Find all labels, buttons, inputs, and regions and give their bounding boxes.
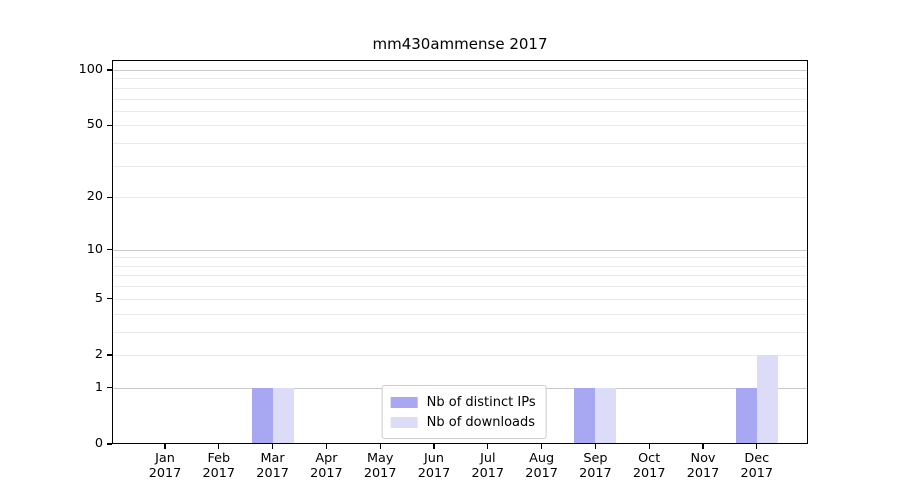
minor-gridline (112, 87, 808, 89)
bar-downloads (756, 354, 778, 444)
legend-swatch-distinct-ips (390, 396, 418, 408)
minor-gridline (112, 125, 808, 127)
x-tick-label: Jun 2017 (406, 451, 462, 481)
major-gridline (112, 249, 808, 251)
x-tick-year: 2017 (632, 466, 666, 481)
x-tick-label: Nov 2017 (675, 451, 731, 481)
x-tick-month: May (366, 451, 394, 466)
x-tick-month: Jan (155, 451, 175, 466)
minor-gridline (112, 286, 808, 288)
x-tick-month: Mar (260, 451, 285, 466)
plot-area: Nb of distinct IPs Nb of downloads (112, 60, 808, 444)
x-tick-month: Jul (480, 451, 496, 466)
x-tick-month: Jun (424, 451, 444, 466)
x-tick-month: Apr (315, 451, 338, 466)
legend-row-downloads: Nb of downloads (390, 412, 536, 432)
y-tick-label: 50 (86, 117, 103, 133)
major-gridline (112, 70, 808, 71)
legend-label-downloads: Nb of downloads (426, 414, 536, 430)
bar-downloads (272, 387, 294, 444)
x-tick-month: Aug (529, 451, 555, 466)
minor-gridline (112, 143, 808, 145)
y-tick-label: 0 (94, 436, 103, 451)
minor-gridline (112, 78, 808, 80)
x-tick-mark (433, 444, 435, 449)
minor-gridline (112, 257, 808, 259)
x-tick-year: 2017 (471, 466, 505, 481)
legend-swatch-downloads (390, 416, 418, 428)
bar-distinct-ips (735, 387, 757, 444)
x-tick-mark (594, 444, 596, 449)
y-tick-mark (107, 249, 112, 251)
x-tick-mark (218, 444, 220, 449)
y-tick-mark (107, 298, 112, 300)
minor-gridline (112, 165, 808, 167)
legend-label-distinct-ips: Nb of distinct IPs (426, 394, 536, 410)
x-tick-label: Jan 2017 (137, 451, 193, 481)
minor-gridline (112, 110, 808, 112)
x-tick-label: Aug 2017 (514, 451, 570, 481)
y-tick-mark (107, 387, 112, 389)
y-tick-label: 1 (94, 379, 103, 395)
legend-row-distinct-ips: Nb of distinct IPs (390, 392, 536, 412)
legend: Nb of distinct IPs Nb of downloads (381, 385, 547, 439)
x-tick-year: 2017 (417, 466, 451, 481)
x-tick-label: Mar 2017 (245, 451, 301, 481)
x-tick-month: Oct (638, 451, 661, 466)
minor-gridline (112, 331, 808, 333)
chart-title: mm430ammense 2017 (372, 35, 548, 53)
x-tick-year: 2017 (686, 466, 720, 481)
y-tick-label: 100 (78, 62, 103, 77)
x-tick-month: Sep (583, 451, 608, 466)
x-tick-year: 2017 (256, 466, 289, 481)
y-tick-label: 10 (86, 241, 103, 257)
y-tick-label: 20 (86, 189, 103, 205)
x-tick-mark (487, 444, 489, 449)
x-tick-year: 2017 (363, 466, 397, 481)
minor-gridline (112, 275, 808, 277)
y-tick-label: 2 (94, 346, 103, 362)
x-tick-mark (379, 444, 381, 449)
x-tick-mark (756, 444, 758, 449)
bar-downloads (595, 387, 617, 444)
minor-gridline (112, 298, 808, 300)
x-tick-year: 2017 (579, 466, 612, 481)
bar-distinct-ips (574, 387, 596, 444)
x-tick-mark (648, 444, 650, 449)
minor-gridline (112, 197, 808, 199)
y-tick-label: 5 (94, 290, 103, 306)
x-tick-label: Apr 2017 (298, 451, 354, 481)
x-tick-label: Dec 2017 (729, 451, 785, 481)
x-tick-mark (541, 444, 543, 449)
x-tick-mark (702, 444, 704, 449)
bar-distinct-ips (251, 387, 273, 444)
x-tick-label: Oct 2017 (621, 451, 677, 481)
y-tick-mark (107, 124, 112, 126)
x-tick-label: Feb 2017 (191, 451, 247, 481)
x-tick-year: 2017 (740, 466, 774, 481)
x-tick-mark (164, 444, 166, 449)
x-tick-year: 2017 (525, 466, 558, 481)
x-tick-year: 2017 (202, 466, 236, 481)
x-tick-month: Nov (690, 451, 716, 466)
minor-gridline (112, 354, 808, 356)
x-tick-year: 2017 (148, 466, 182, 481)
y-tick-mark (107, 443, 112, 445)
minor-gridline (112, 265, 808, 267)
x-tick-month: Feb (207, 451, 231, 466)
x-tick-mark (325, 444, 327, 449)
x-tick-label: May 2017 (352, 451, 408, 481)
y-tick-mark (107, 354, 112, 356)
y-tick-mark (107, 196, 112, 198)
x-tick-label: Sep 2017 (567, 451, 623, 481)
x-tick-month: Dec (744, 451, 770, 466)
x-tick-label: Jul 2017 (460, 451, 516, 481)
minor-gridline (112, 98, 808, 100)
minor-gridline (112, 313, 808, 315)
y-tick-mark (107, 69, 112, 71)
x-tick-year: 2017 (310, 466, 343, 481)
x-tick-mark (272, 444, 274, 449)
